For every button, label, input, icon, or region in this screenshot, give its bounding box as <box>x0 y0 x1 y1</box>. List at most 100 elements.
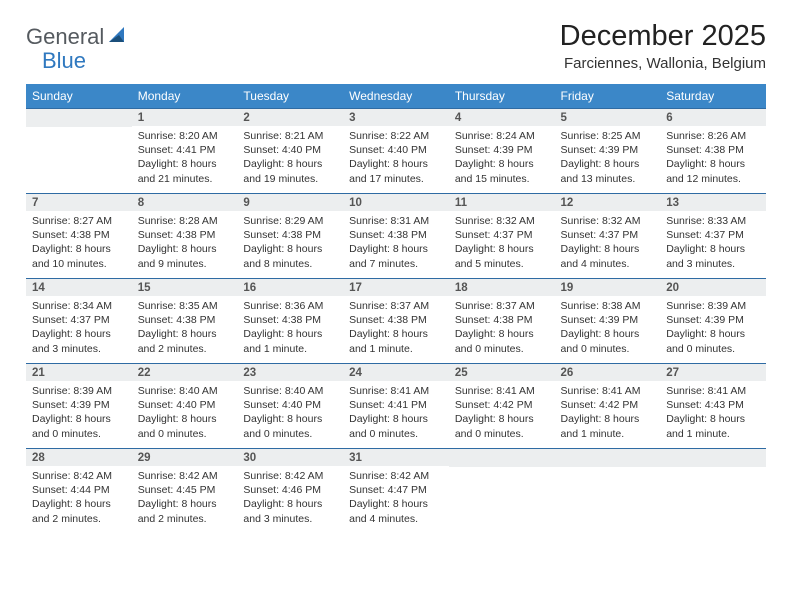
day-number: 10 <box>343 194 449 211</box>
day-line: Sunset: 4:38 PM <box>138 313 232 327</box>
calendar-day-cell: 23Sunrise: 8:40 AMSunset: 4:40 PMDayligh… <box>237 364 343 449</box>
day-line: Sunrise: 8:34 AM <box>32 299 126 313</box>
day-line: Sunset: 4:39 PM <box>666 313 760 327</box>
day-number: 6 <box>660 109 766 126</box>
day-body <box>449 467 555 474</box>
day-line: and 0 minutes. <box>138 427 232 441</box>
day-line: Sunrise: 8:22 AM <box>349 129 443 143</box>
day-number: 28 <box>26 449 132 466</box>
day-line: Sunset: 4:44 PM <box>32 483 126 497</box>
calendar-day-cell: 21Sunrise: 8:39 AMSunset: 4:39 PMDayligh… <box>26 364 132 449</box>
day-line: Sunset: 4:37 PM <box>561 228 655 242</box>
day-line: Sunrise: 8:32 AM <box>561 214 655 228</box>
day-line: Sunrise: 8:42 AM <box>243 469 337 483</box>
day-line: and 0 minutes. <box>561 342 655 356</box>
day-line: Sunset: 4:39 PM <box>32 398 126 412</box>
day-line: Sunrise: 8:37 AM <box>455 299 549 313</box>
day-line: Daylight: 8 hours <box>455 242 549 256</box>
day-line: Daylight: 8 hours <box>243 157 337 171</box>
day-line: Daylight: 8 hours <box>455 157 549 171</box>
day-header: Wednesday <box>343 84 449 109</box>
calendar-day-cell <box>555 449 661 534</box>
day-body: Sunrise: 8:41 AMSunset: 4:41 PMDaylight:… <box>343 381 449 445</box>
day-line: and 1 minute. <box>666 427 760 441</box>
calendar-day-cell: 3Sunrise: 8:22 AMSunset: 4:40 PMDaylight… <box>343 109 449 194</box>
day-line: and 2 minutes. <box>32 512 126 526</box>
day-line: and 19 minutes. <box>243 172 337 186</box>
logo-text-left: General <box>26 24 104 50</box>
day-line: Sunset: 4:42 PM <box>455 398 549 412</box>
day-line: and 4 minutes. <box>349 512 443 526</box>
day-body: Sunrise: 8:22 AMSunset: 4:40 PMDaylight:… <box>343 126 449 190</box>
day-body: Sunrise: 8:21 AMSunset: 4:40 PMDaylight:… <box>237 126 343 190</box>
day-line: Sunrise: 8:42 AM <box>138 469 232 483</box>
day-number: 1 <box>132 109 238 126</box>
day-line: Sunrise: 8:27 AM <box>32 214 126 228</box>
day-number: 5 <box>555 109 661 126</box>
day-line: Sunrise: 8:20 AM <box>138 129 232 143</box>
day-line: Sunset: 4:39 PM <box>561 313 655 327</box>
calendar-day-cell <box>660 449 766 534</box>
calendar-day-cell: 31Sunrise: 8:42 AMSunset: 4:47 PMDayligh… <box>343 449 449 534</box>
day-number: 14 <box>26 279 132 296</box>
day-line: and 7 minutes. <box>349 257 443 271</box>
calendar-day-cell: 10Sunrise: 8:31 AMSunset: 4:38 PMDayligh… <box>343 194 449 279</box>
day-number: 27 <box>660 364 766 381</box>
day-line: and 12 minutes. <box>666 172 760 186</box>
day-number: 13 <box>660 194 766 211</box>
day-body: Sunrise: 8:28 AMSunset: 4:38 PMDaylight:… <box>132 211 238 275</box>
day-line: Daylight: 8 hours <box>666 242 760 256</box>
day-line: Daylight: 8 hours <box>32 497 126 511</box>
day-number: 23 <box>237 364 343 381</box>
day-number: 12 <box>555 194 661 211</box>
location: Farciennes, Wallonia, Belgium <box>560 55 766 72</box>
day-line: Sunrise: 8:36 AM <box>243 299 337 313</box>
day-line: Sunset: 4:41 PM <box>349 398 443 412</box>
day-line: and 8 minutes. <box>243 257 337 271</box>
calendar-day-cell: 6Sunrise: 8:26 AMSunset: 4:38 PMDaylight… <box>660 109 766 194</box>
day-line: Daylight: 8 hours <box>243 412 337 426</box>
day-number: 31 <box>343 449 449 466</box>
day-body: Sunrise: 8:26 AMSunset: 4:38 PMDaylight:… <box>660 126 766 190</box>
day-number: 25 <box>449 364 555 381</box>
day-line: and 9 minutes. <box>138 257 232 271</box>
day-number: 15 <box>132 279 238 296</box>
day-number: 9 <box>237 194 343 211</box>
day-body: Sunrise: 8:32 AMSunset: 4:37 PMDaylight:… <box>555 211 661 275</box>
day-line: Daylight: 8 hours <box>349 242 443 256</box>
day-header: Saturday <box>660 84 766 109</box>
day-body: Sunrise: 8:29 AMSunset: 4:38 PMDaylight:… <box>237 211 343 275</box>
day-header: Monday <box>132 84 238 109</box>
day-line: and 17 minutes. <box>349 172 443 186</box>
day-line: Sunset: 4:37 PM <box>455 228 549 242</box>
day-line: Daylight: 8 hours <box>138 327 232 341</box>
day-line: Sunrise: 8:41 AM <box>561 384 655 398</box>
day-body: Sunrise: 8:42 AMSunset: 4:46 PMDaylight:… <box>237 466 343 530</box>
calendar-day-cell: 11Sunrise: 8:32 AMSunset: 4:37 PMDayligh… <box>449 194 555 279</box>
day-body: Sunrise: 8:24 AMSunset: 4:39 PMDaylight:… <box>449 126 555 190</box>
calendar-day-cell: 8Sunrise: 8:28 AMSunset: 4:38 PMDaylight… <box>132 194 238 279</box>
day-body: Sunrise: 8:36 AMSunset: 4:38 PMDaylight:… <box>237 296 343 360</box>
day-line: Sunset: 4:42 PM <box>561 398 655 412</box>
day-number: 17 <box>343 279 449 296</box>
day-number: 21 <box>26 364 132 381</box>
day-line: Daylight: 8 hours <box>138 157 232 171</box>
day-line: and 5 minutes. <box>455 257 549 271</box>
calendar-day-cell: 9Sunrise: 8:29 AMSunset: 4:38 PMDaylight… <box>237 194 343 279</box>
day-line: Daylight: 8 hours <box>349 497 443 511</box>
day-line: and 0 minutes. <box>666 342 760 356</box>
header: General December 2025 Farciennes, Wallon… <box>26 18 766 80</box>
day-line: Sunrise: 8:33 AM <box>666 214 760 228</box>
day-body: Sunrise: 8:40 AMSunset: 4:40 PMDaylight:… <box>237 381 343 445</box>
day-number: 30 <box>237 449 343 466</box>
calendar-body: 1Sunrise: 8:20 AMSunset: 4:41 PMDaylight… <box>26 109 766 534</box>
day-line: Sunset: 4:40 PM <box>243 143 337 157</box>
day-line: Daylight: 8 hours <box>349 327 443 341</box>
day-line: Daylight: 8 hours <box>349 412 443 426</box>
day-line: Sunset: 4:38 PM <box>666 143 760 157</box>
day-line: Sunset: 4:38 PM <box>349 313 443 327</box>
day-line: Sunrise: 8:41 AM <box>455 384 549 398</box>
day-line: Sunset: 4:38 PM <box>138 228 232 242</box>
calendar-day-cell: 7Sunrise: 8:27 AMSunset: 4:38 PMDaylight… <box>26 194 132 279</box>
day-line: and 0 minutes. <box>32 427 126 441</box>
